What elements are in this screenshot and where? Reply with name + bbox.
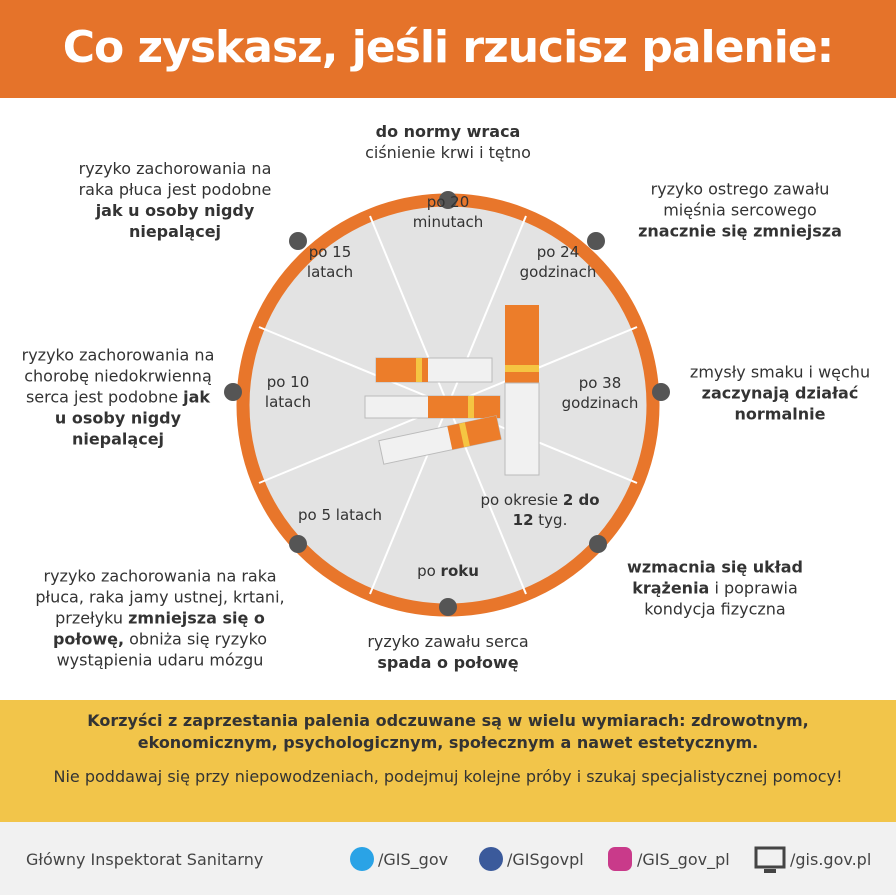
title: Co zyskasz, jeśli rzucisz palenie: xyxy=(0,0,896,98)
text-run: po 38 godzinach xyxy=(561,374,639,412)
benefit-label: zmysły smaku i węchu zaczynają działać n… xyxy=(685,362,875,425)
text-run: znacznie się zmniejsza xyxy=(638,221,842,241)
summary: Korzyści z zaprzestania palenia odczuwan… xyxy=(87,711,809,752)
text-run: zaczynają działać normalnie xyxy=(701,383,859,424)
time-label: po 10 latach xyxy=(243,372,333,412)
benefit-label: ryzyko ostrego zawału mięśnia sercowego … xyxy=(630,179,850,242)
text-run: po okresie xyxy=(480,491,563,509)
website-link[interactable]: /gis.gov.pl xyxy=(790,850,872,869)
text-run: do normy wraca xyxy=(375,122,521,141)
text-run: ciśnienie krwi i tętno xyxy=(365,143,531,162)
icons xyxy=(350,846,786,873)
text-run: po 10 latach xyxy=(264,373,312,411)
text-run: jak u osoby nigdy niepalącej xyxy=(54,387,211,449)
text-run: obniża się ryzyko wystąpienia udaru mózg… xyxy=(56,629,268,670)
twitter-link[interactable]: /GIS_gov xyxy=(378,850,449,869)
text-run: po 24 godzinach xyxy=(519,243,597,281)
benefit-label: ryzyko zachorowania na raka płuca jest p… xyxy=(75,158,275,242)
text-run: ryzyko zachorowania na raka płuca, raka … xyxy=(35,566,285,628)
text-run: ryzyko zawału serca xyxy=(367,632,529,651)
organization: Główny Inspektorat Sanitarny xyxy=(26,850,264,869)
benefit-label: ryzyko zachorowania na chorobę niedokrwi… xyxy=(18,345,218,450)
text-run: i poprawia kondycja fizyczna xyxy=(644,578,798,619)
text-run: 2 do 12 xyxy=(512,491,600,529)
time-label: po 5 latach xyxy=(295,505,385,525)
time-label: po 15 latach xyxy=(285,242,375,282)
instagram-link[interactable]: /GIS_gov_pl xyxy=(637,850,730,869)
benefit-label: wzmacnia się układ krążenia i poprawia k… xyxy=(615,557,815,620)
time-label: po okresie 2 do 12 tyg. xyxy=(475,490,605,530)
text-run: ryzyko zachorowania na raka płuca jest p… xyxy=(78,159,272,199)
footer: Główny Inspektorat Sanitarny /GIS_gov /G… xyxy=(0,822,896,895)
text-run: ryzyko ostrego zawału mięśnia sercowego xyxy=(650,179,830,220)
benefit-label: do normy wraca ciśnienie krwi i tętno xyxy=(338,121,558,163)
text-run: jak u osoby nigdy niepalącej xyxy=(95,201,255,241)
timeline-clock xyxy=(224,191,670,617)
time-label: po 38 godzinach xyxy=(545,373,655,413)
time-label: po 20 minutach xyxy=(393,192,503,232)
text-run: spada o połowę xyxy=(377,653,519,672)
text-run: po 15 latach xyxy=(306,243,354,281)
text-run: ryzyko zachorowania na chorobę niedokrwi… xyxy=(21,345,215,407)
benefit-label: ryzyko zachorowania na raka płuca, raka … xyxy=(20,566,300,671)
time-label: po 24 godzinach xyxy=(503,242,613,282)
advice: Nie poddawaj się przy niepowodzeniach, p… xyxy=(53,767,843,786)
text-run: roku xyxy=(440,562,479,580)
text-run: zmniejsza się o połowę, xyxy=(52,608,265,649)
text-run: po xyxy=(417,562,441,580)
benefit-label: ryzyko zawału serca spada o połowę xyxy=(338,631,558,673)
text-run: wzmacnia się układ krążenia xyxy=(627,557,803,598)
text-run: po 20 minutach xyxy=(412,193,484,231)
banner: Korzyści z zaprzestania palenia odczuwan… xyxy=(0,700,896,822)
text-run: zmysły smaku i węchu xyxy=(689,362,871,382)
facebook-link[interactable]: /GISgovpl xyxy=(507,850,584,869)
time-label: po roku xyxy=(393,561,503,581)
text-run: po 5 latach xyxy=(298,506,382,524)
text-run: tyg. xyxy=(533,511,568,529)
